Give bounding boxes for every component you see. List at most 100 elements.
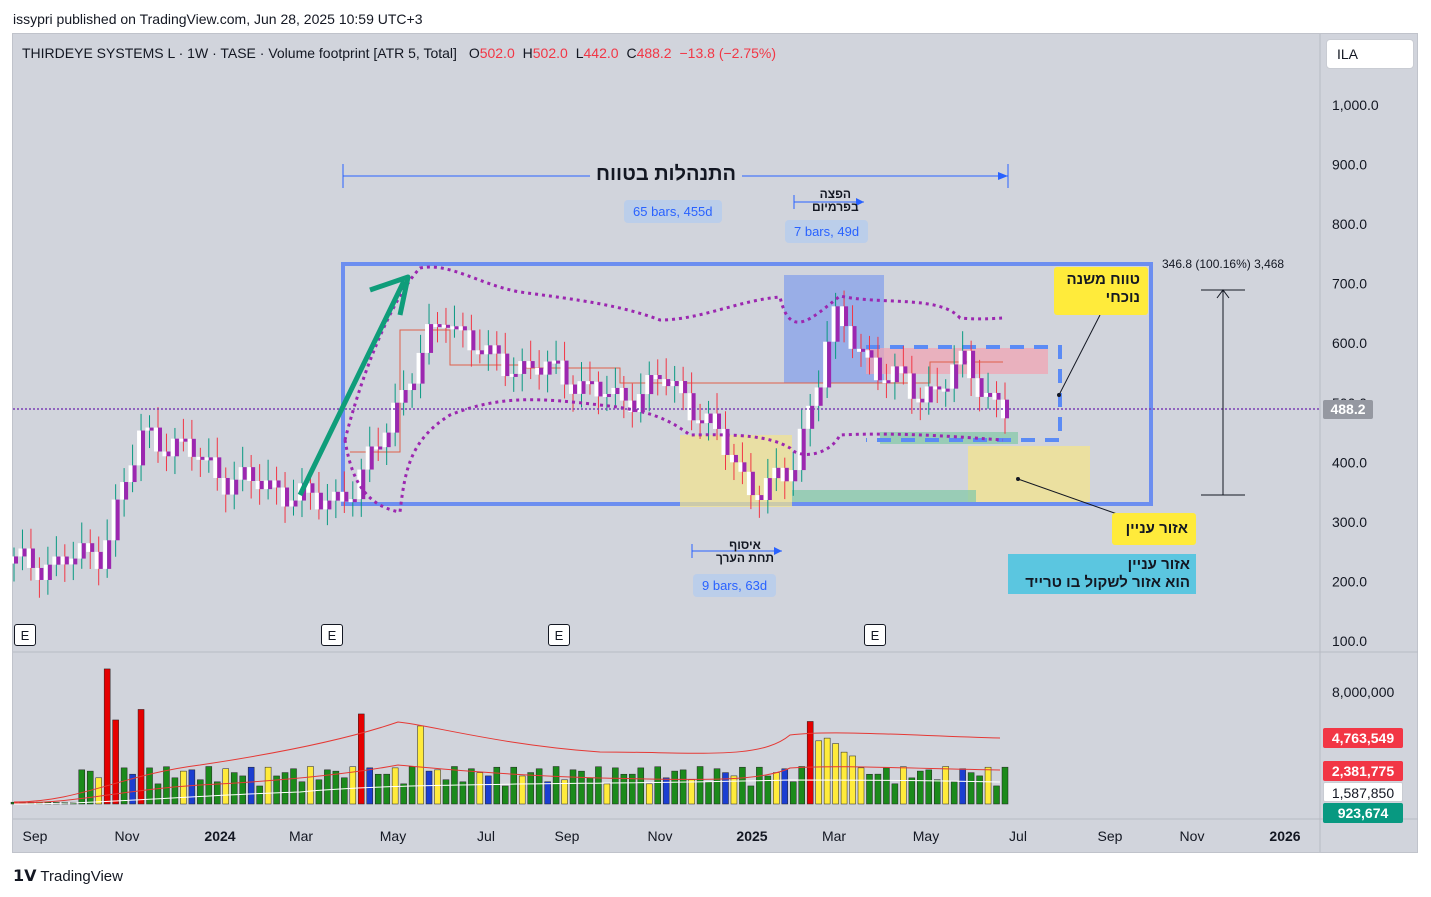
volume-bar (756, 766, 763, 805)
candle-body-left (145, 427, 150, 431)
candle-body-left (509, 373, 514, 377)
volume-bar (984, 766, 992, 805)
candle-body-left (382, 432, 387, 448)
candle-body-left (535, 367, 540, 375)
callout-line-range (1058, 314, 1101, 396)
accum-title: איסוף תחת הערך (716, 539, 774, 565)
candle-body-left (357, 469, 362, 500)
candle-body-left (653, 375, 658, 380)
candle-body-right (30, 548, 35, 568)
currency-selector[interactable]: ILA (1326, 39, 1414, 69)
candle-body-right (56, 556, 61, 565)
candle-body-right (861, 348, 866, 352)
price-tick: 600.0 (1332, 335, 1367, 351)
accum-span-arrowhead (774, 547, 782, 555)
price-tick: 900.0 (1332, 157, 1367, 173)
candle-body-right (733, 454, 738, 463)
price-tick: 400.0 (1332, 454, 1367, 470)
candle-body-right (623, 387, 628, 401)
candle-body-right (276, 480, 281, 488)
candle-body-left (560, 360, 565, 385)
candle-body-left (585, 381, 590, 385)
low-value: 442.0 (583, 45, 619, 61)
earnings-marker[interactable]: E (864, 624, 886, 646)
volume-bar (561, 779, 568, 805)
volume-bar (230, 772, 238, 805)
candle-body-right (911, 373, 916, 399)
volume-axis-tick: 8,000,000 (1332, 684, 1395, 700)
volume-bar (417, 725, 424, 805)
candle-body-right (776, 467, 781, 479)
candle-body-right (649, 375, 654, 395)
candle-body-left (255, 480, 260, 490)
volume-bar (730, 775, 738, 805)
trend-arrow-head (369, 274, 411, 316)
candle-body-left (713, 413, 718, 429)
candle-body-right (166, 451, 171, 457)
volume-bar (789, 781, 797, 805)
candle-body-left (899, 366, 904, 374)
candle-body-right (844, 306, 849, 327)
open-label: O (468, 45, 480, 61)
volume-bar (959, 768, 966, 805)
candle-body-right (928, 386, 933, 403)
candle-body-right (14, 556, 18, 564)
time-tick: 2026 (1269, 828, 1300, 844)
earnings-marker[interactable]: E (548, 624, 570, 646)
volume-bars (10, 668, 1009, 805)
volume-bar (637, 767, 645, 805)
candle-body-left (755, 495, 760, 500)
earnings-marker[interactable]: E (321, 624, 343, 646)
candle-body-left (137, 430, 142, 466)
time-tick: Sep (23, 828, 48, 844)
candle-body-left (399, 390, 404, 403)
candle-body-right (378, 446, 383, 450)
open-value: 502.0 (479, 45, 515, 61)
volume-bar (358, 713, 365, 805)
earnings-marker[interactable]: E (14, 624, 36, 646)
candle-body-right (361, 469, 366, 500)
note-trade-zone[interactable]: אזור עניין הוא אזור לשקול בו טרייד (1008, 554, 1196, 594)
candle-body-right (666, 379, 671, 387)
candle-body-right (598, 381, 603, 397)
candle-body-right (157, 427, 162, 452)
time-tick: Mar (289, 828, 313, 844)
candle-body-right (522, 361, 527, 374)
tradingview-logo[interactable]: 𝟭𝗩 TradingView (13, 866, 123, 886)
candle-body-right (691, 393, 696, 421)
measure-arrowhead (1216, 289, 1230, 299)
volume-bar (705, 781, 712, 805)
candle-body-right (717, 413, 722, 429)
note-trade-zone-line1: אזור עניין (1127, 556, 1190, 573)
candle-body-right (208, 457, 213, 461)
candle-body-right (556, 360, 561, 364)
note-interest-zone[interactable]: אזור עניין (1112, 513, 1196, 545)
candle-body-right (615, 387, 620, 395)
candle-body-right (107, 540, 112, 569)
note-current-range[interactable]: טווח משנה נוכחי (1054, 267, 1148, 315)
candle-body-left (992, 392, 997, 400)
candle-body-left (77, 543, 82, 559)
candle-body-left (729, 454, 734, 463)
candle-body-left (492, 345, 497, 354)
volume-bar (603, 783, 611, 805)
volume-bar (874, 773, 882, 805)
time-tick: Sep (555, 828, 580, 844)
volume-bar (485, 775, 492, 805)
volume-bar (866, 773, 873, 805)
candle-body-left (52, 556, 57, 565)
callout-line-interest (1017, 478, 1121, 516)
volume-bar (120, 767, 128, 805)
premium-bars-pill: 7 bars, 49d (785, 220, 869, 243)
price-tick: 800.0 (1332, 216, 1367, 232)
range-span-arrowhead (998, 172, 1008, 180)
candle-body-right (700, 420, 705, 424)
candle-body-right (132, 465, 137, 483)
candle-body-right (945, 388, 950, 392)
volume-bar (425, 770, 433, 805)
candle-body-right (877, 357, 882, 381)
candle-body-right (141, 430, 146, 466)
candle-body-left (840, 306, 845, 327)
candle-body-right (420, 352, 425, 384)
